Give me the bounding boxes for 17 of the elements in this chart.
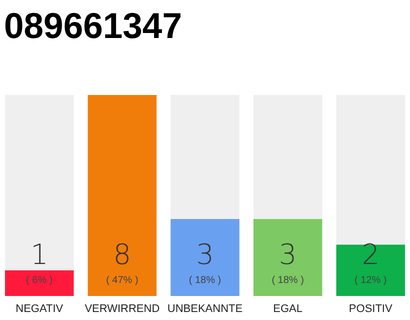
data-label: ( 47% ): [106, 275, 138, 286]
annotation: 3: [196, 238, 214, 271]
bar: [5, 270, 74, 296]
data-label: ( 6% ): [26, 275, 53, 286]
x-tick-label: POSITIV: [348, 303, 393, 315]
x-tick-label: EGAL: [273, 303, 302, 315]
annotation: 2: [362, 238, 380, 271]
annotation: 3: [278, 238, 297, 271]
annotation: 1: [30, 238, 48, 271]
x-tick-label: VERWIRREND: [84, 303, 160, 315]
chart-title: 089661347: [4, 5, 184, 46]
annotation: 8: [113, 238, 132, 271]
x-tick-label: NEGATIV: [16, 303, 64, 315]
data-label: ( 18% ): [188, 275, 222, 286]
x-tick-label: UNBEKANNTE: [167, 303, 243, 315]
data-label: ( 12% ): [354, 275, 387, 286]
data-label: ( 18% ): [272, 275, 304, 286]
